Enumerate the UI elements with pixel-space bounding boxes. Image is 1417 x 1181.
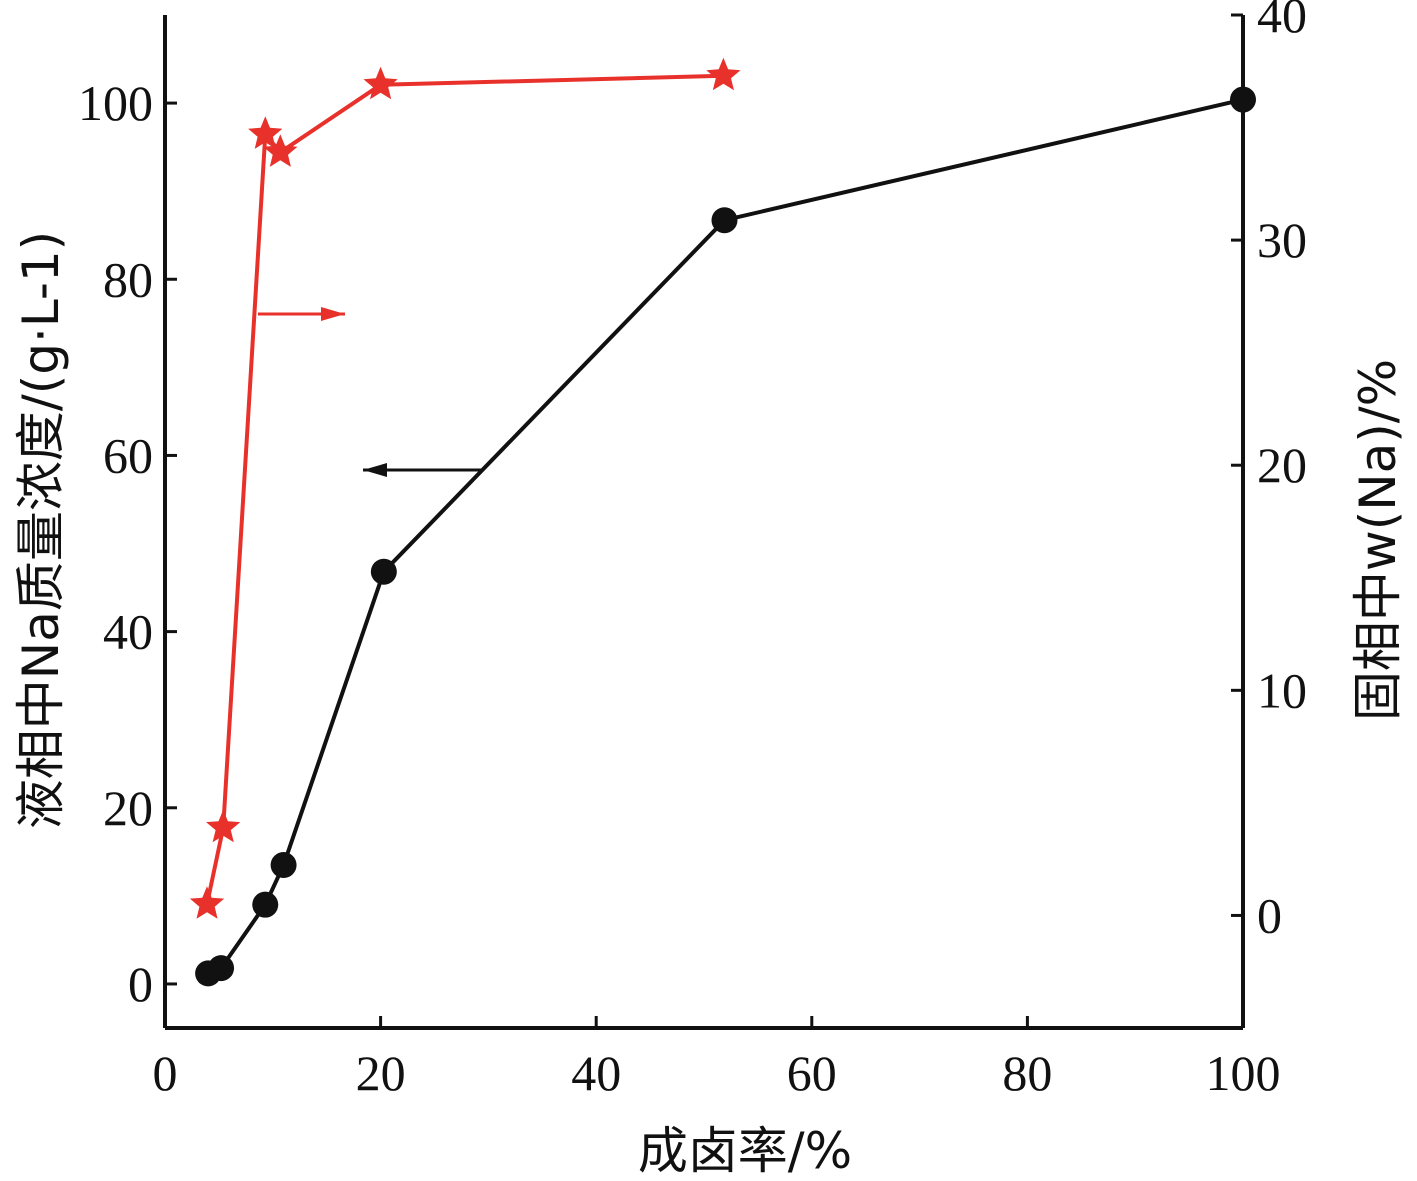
arrow-head (363, 463, 387, 477)
x-tick-label: 100 (1206, 1045, 1281, 1101)
data-point (189, 886, 225, 919)
ticks: 0 20 40 60 80 100 0 20 40 60 80 100 0 10 20 30 40 (78, 0, 1307, 1101)
data-point (363, 66, 398, 100)
y-left-tick-label: 100 (78, 75, 153, 131)
y-right-tick-label: 20 (1257, 437, 1307, 493)
y-right-tick-label: 10 (1257, 662, 1307, 718)
x-tick-label: 60 (787, 1045, 837, 1101)
x-tick-label: 40 (571, 1045, 621, 1101)
y-left-tick-label: 0 (128, 956, 153, 1012)
arrow-head (321, 307, 345, 321)
data-point (711, 207, 738, 234)
data-point (1230, 86, 1256, 113)
y-left-axis-title: 液相中Na质量浓度/(g·L-1) (12, 231, 70, 829)
y-left-tick-label: 60 (103, 427, 153, 483)
series-liquid-na (195, 86, 1256, 987)
y-right-tick-label: 0 (1257, 887, 1282, 943)
data-point (370, 558, 397, 585)
annotations (258, 307, 482, 477)
x-tick-label: 80 (1002, 1045, 1052, 1101)
series-group (189, 57, 1256, 987)
y-right-tick-label: 30 (1257, 212, 1307, 268)
x-tick-label: 0 (153, 1045, 178, 1101)
axes (163, 15, 1245, 1030)
data-point (248, 116, 283, 149)
data-point (208, 955, 235, 982)
y-left-tick-label: 80 (103, 251, 153, 307)
data-point (206, 809, 241, 843)
y-right-axis-title: 固相中w(Na)/% (1349, 359, 1407, 721)
arrow-right-red (258, 307, 345, 321)
data-point (263, 134, 298, 167)
axis-titles: 成卤率/% 液相中Na质量浓度/(g·L-1) 固相中w(Na)/% (12, 231, 1407, 1180)
data-point (706, 57, 741, 91)
y-left-tick-label: 20 (103, 780, 153, 836)
series-solid-na (189, 57, 741, 919)
x-tick-label: 20 (356, 1045, 406, 1101)
x-axis-title: 成卤率/% (638, 1122, 852, 1180)
arrow-left-black (363, 463, 482, 477)
data-point (270, 852, 297, 879)
y-right-tick-label: 40 (1257, 0, 1307, 43)
data-point (252, 891, 279, 918)
y-left-tick-label: 40 (103, 604, 153, 660)
